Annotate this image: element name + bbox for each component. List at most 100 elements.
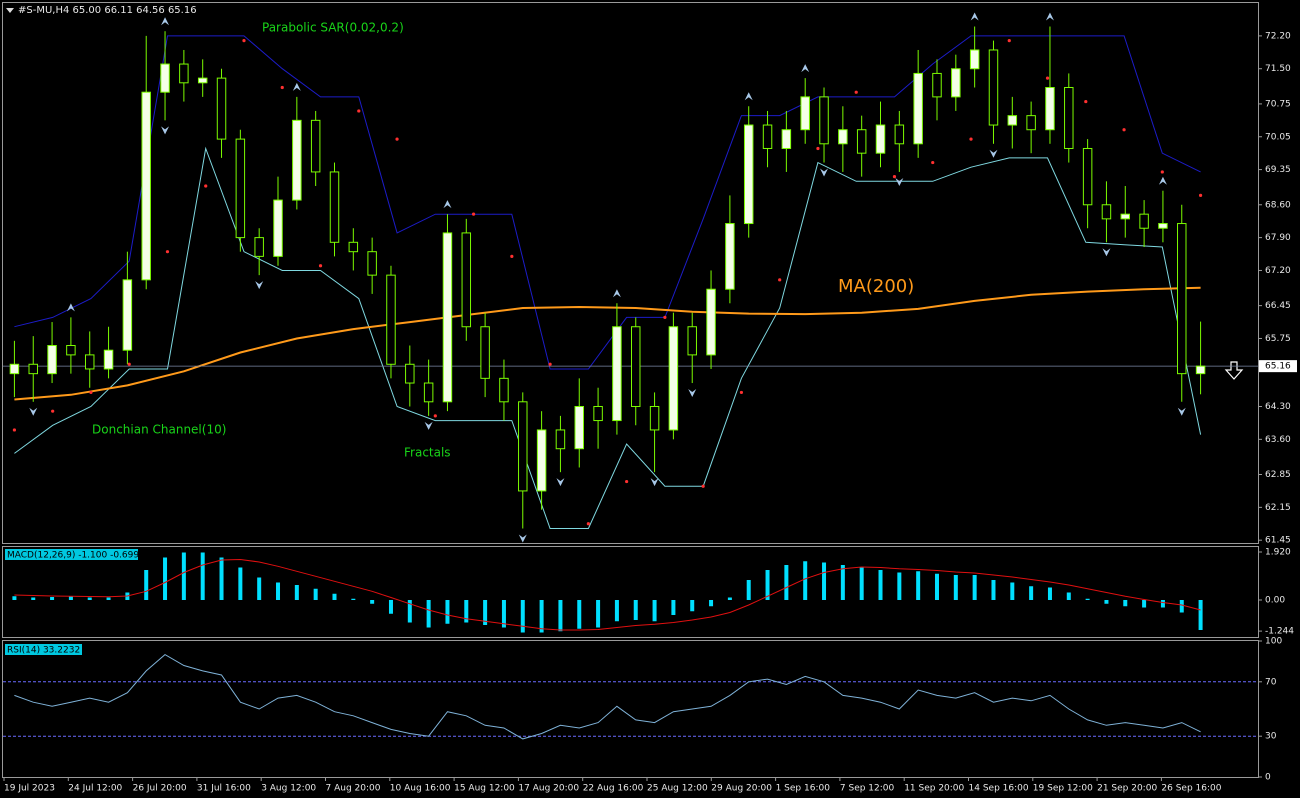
sar-dot bbox=[663, 315, 667, 319]
macd-bar bbox=[1066, 592, 1071, 600]
macd-panel bbox=[2, 546, 1259, 638]
price-label-bg bbox=[1259, 360, 1297, 373]
candle-body bbox=[28, 363, 38, 375]
sar-dot bbox=[510, 254, 514, 258]
y-tick-label: 70.05 bbox=[1265, 132, 1291, 142]
sar-dot bbox=[1198, 193, 1203, 197]
fractal-down bbox=[895, 177, 904, 186]
fractal-down bbox=[688, 389, 697, 398]
candle-body bbox=[310, 119, 321, 173]
sar-dot bbox=[854, 90, 858, 94]
sar-dot bbox=[625, 479, 629, 484]
sar-dot bbox=[471, 212, 476, 216]
candle-body bbox=[951, 68, 961, 98]
rsi-panel bbox=[2, 640, 1259, 778]
macd-bar bbox=[87, 597, 92, 600]
fractal-down bbox=[1102, 248, 1111, 257]
fractal-up bbox=[443, 200, 452, 209]
sar-dot bbox=[357, 109, 361, 113]
sar-dot bbox=[816, 146, 820, 151]
macd-bar bbox=[652, 600, 657, 622]
x-tick-label: 22 Aug 16:00 bbox=[583, 784, 644, 794]
candle-body bbox=[706, 288, 716, 356]
candle-body bbox=[762, 124, 773, 149]
fractal-up bbox=[744, 92, 753, 101]
fractal-down bbox=[989, 149, 998, 158]
x-tick-label: 1 Sep 16:00 bbox=[776, 784, 831, 794]
candle-body bbox=[725, 223, 735, 290]
sar-dot bbox=[586, 522, 590, 526]
x-tick-label: 29 Aug 20:00 bbox=[711, 784, 772, 794]
x-tick-label: 11 Sep 20:00 bbox=[904, 784, 964, 794]
macd-bar bbox=[765, 570, 770, 600]
candle-body bbox=[367, 251, 377, 276]
sar-dot bbox=[433, 414, 437, 418]
macd-bar bbox=[426, 600, 431, 628]
y-tick-label: 66.45 bbox=[1265, 301, 1291, 311]
candle-body bbox=[423, 382, 434, 403]
macd-bar bbox=[934, 573, 939, 600]
candle-body bbox=[122, 279, 133, 351]
x-tick-label: 31 Jul 16:00 bbox=[197, 784, 251, 794]
fractal-up bbox=[1045, 12, 1054, 21]
y-tick-label: 69.35 bbox=[1265, 165, 1291, 175]
sar-dot bbox=[1045, 76, 1050, 80]
candle-body bbox=[442, 232, 453, 403]
candle-body bbox=[66, 345, 76, 356]
candle-body bbox=[348, 241, 359, 253]
fractal-down bbox=[424, 421, 433, 430]
macd-bar bbox=[558, 600, 563, 632]
candle-body bbox=[1082, 147, 1093, 206]
candle-body bbox=[1064, 87, 1074, 149]
macd-bar bbox=[991, 580, 996, 600]
x-tick-label: 3 Aug 12:00 bbox=[261, 784, 316, 794]
macd-bar bbox=[840, 565, 845, 600]
candle-body bbox=[875, 124, 886, 154]
candle-body bbox=[273, 199, 283, 257]
macd-bar bbox=[709, 600, 714, 607]
sar-dot bbox=[969, 137, 973, 141]
x-tick-label: 24 Jul 12:00 bbox=[68, 784, 122, 794]
candle-body bbox=[1158, 223, 1168, 229]
macd-bar bbox=[671, 600, 676, 615]
fractal-down bbox=[29, 407, 38, 416]
y-tick-label: 61.45 bbox=[1265, 536, 1291, 546]
macd-bar bbox=[1104, 600, 1109, 604]
fractal-up bbox=[292, 82, 301, 91]
sar-dot bbox=[318, 264, 323, 268]
sar-dot bbox=[242, 38, 246, 43]
y-tick-label: 62.15 bbox=[1265, 503, 1291, 513]
sar-label: Parabolic SAR(0.02,0.2) bbox=[262, 21, 404, 35]
macd-bar bbox=[445, 600, 450, 624]
y-tick-label: 30 bbox=[1265, 732, 1277, 742]
macd-bar bbox=[12, 596, 17, 600]
fractal-down bbox=[556, 478, 565, 487]
x-tick-label: 15 Aug 12:00 bbox=[454, 784, 515, 794]
sar-dot bbox=[1122, 128, 1126, 132]
x-tick-label: 10 Aug 16:00 bbox=[390, 784, 451, 794]
macd-bar bbox=[332, 593, 337, 600]
y-tick-label: 67.20 bbox=[1265, 266, 1291, 276]
macd-title-bg bbox=[5, 549, 138, 560]
candle-body bbox=[1177, 223, 1187, 375]
candle-body bbox=[536, 429, 547, 492]
macd-bar bbox=[257, 577, 262, 600]
fractal-down bbox=[820, 168, 829, 177]
y-tick-label: 70 bbox=[1265, 677, 1277, 687]
candle-body bbox=[593, 405, 603, 422]
y-tick-label: 63.60 bbox=[1265, 435, 1291, 445]
candle-body bbox=[1007, 115, 1018, 126]
macd-bar bbox=[181, 552, 186, 600]
candle-body bbox=[894, 124, 905, 145]
macd-signal bbox=[14, 558, 1201, 631]
candle-body bbox=[856, 129, 867, 154]
x-tick-label: 26 Jul 20:00 bbox=[133, 784, 187, 794]
x-tick-label: 17 Aug 20:00 bbox=[518, 784, 579, 794]
fractals-label: Fractals bbox=[404, 446, 451, 460]
candle-body bbox=[141, 91, 151, 281]
y-tick-label: 71.50 bbox=[1265, 64, 1291, 74]
macd-bar bbox=[68, 596, 73, 600]
macd-bar bbox=[520, 600, 525, 633]
macd-bar bbox=[746, 580, 751, 600]
